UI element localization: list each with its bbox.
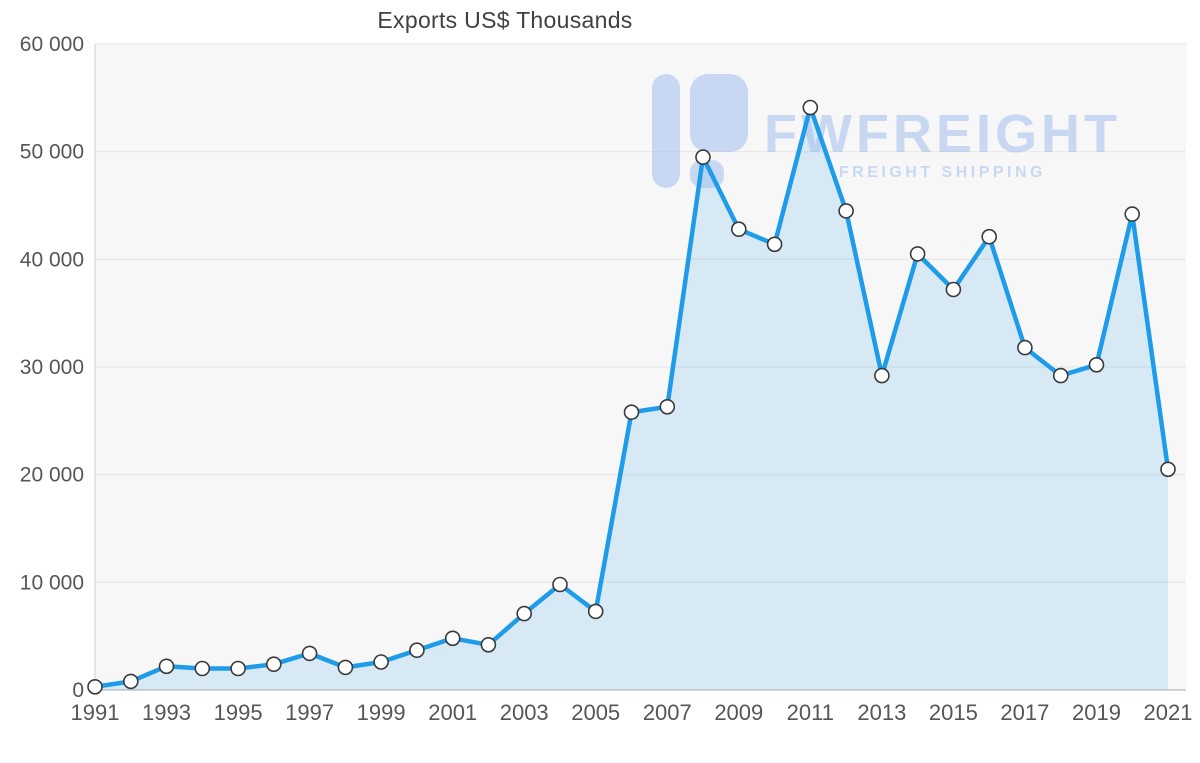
chart-title: Exports US$ Thousands [377,7,633,33]
y-tick-label: 40 000 [20,248,84,271]
data-point-2012[interactable] [838,203,854,219]
data-point-2000[interactable] [409,642,425,659]
data-point-2008[interactable] [695,149,711,165]
data-point-1999[interactable] [373,654,389,670]
data-point-2003[interactable] [516,605,533,622]
data-point-2016[interactable] [981,228,998,245]
data-point-2015[interactable] [945,281,962,298]
data-point-2018[interactable] [1052,367,1069,384]
data-point-2011[interactable] [802,99,819,116]
data-point-2005[interactable] [587,603,604,620]
y-tick-label: 10 000 [20,571,84,594]
x-tick-label: 2009 [714,700,763,725]
data-point-1993[interactable] [158,658,175,675]
watermark-brand: FWFREIGHT [764,104,1121,164]
x-tick-label: 2017 [1000,700,1049,725]
x-tick-label: 2011 [787,700,834,725]
y-tick-label: 0 [72,679,84,702]
data-point-2017[interactable] [1017,339,1033,356]
watermark-logo-icon [690,74,748,152]
x-tick-label: 2005 [571,700,620,725]
watermark-logo-icon [652,74,680,188]
area-fill [95,107,1168,690]
data-point-1997[interactable] [301,645,318,662]
data-point-2006[interactable] [623,404,640,421]
y-tick-label: 30 000 [20,356,84,379]
data-point-2021[interactable] [1160,461,1176,478]
data-point-2001[interactable] [444,630,461,647]
y-tick-label: 50 000 [20,141,84,164]
data-point-2010[interactable] [766,236,783,253]
y-tick-label: 20 000 [20,464,84,487]
data-point-2007[interactable] [659,398,676,415]
x-tick-label: 1995 [214,700,263,725]
x-tick-label: 2003 [500,700,549,725]
watermark-tagline: FREIGHT SHIPPING [839,164,1046,181]
x-tick-label: 1991 [71,700,120,725]
data-point-2002[interactable] [480,636,497,653]
x-tick-label: 2019 [1072,700,1121,725]
data-point-1992[interactable] [123,673,139,690]
data-point-2013[interactable] [874,367,890,384]
x-tick-label: 2007 [643,700,692,725]
x-tick-label: 1999 [357,700,406,725]
x-tick-label: 2013 [857,700,906,725]
data-point-1996[interactable] [265,656,282,673]
data-point-1998[interactable] [337,659,354,676]
x-tick-label: 2021 [1144,700,1193,725]
y-tick-label: 60 000 [20,33,84,56]
data-point-2014[interactable] [909,246,926,262]
x-tick-label: 1993 [142,700,191,725]
x-tick-label: 1997 [285,700,334,725]
data-point-2019[interactable] [1088,356,1105,373]
data-point-2004[interactable] [552,576,568,593]
data-point-2009[interactable] [730,221,747,237]
x-tick-label: 2015 [929,700,978,725]
data-point-1995[interactable] [230,660,246,677]
data-point-2020[interactable] [1124,206,1140,222]
x-tick-label: 2001 [428,700,477,725]
data-point-1994[interactable] [194,660,211,677]
data-point-1991[interactable] [87,678,103,695]
